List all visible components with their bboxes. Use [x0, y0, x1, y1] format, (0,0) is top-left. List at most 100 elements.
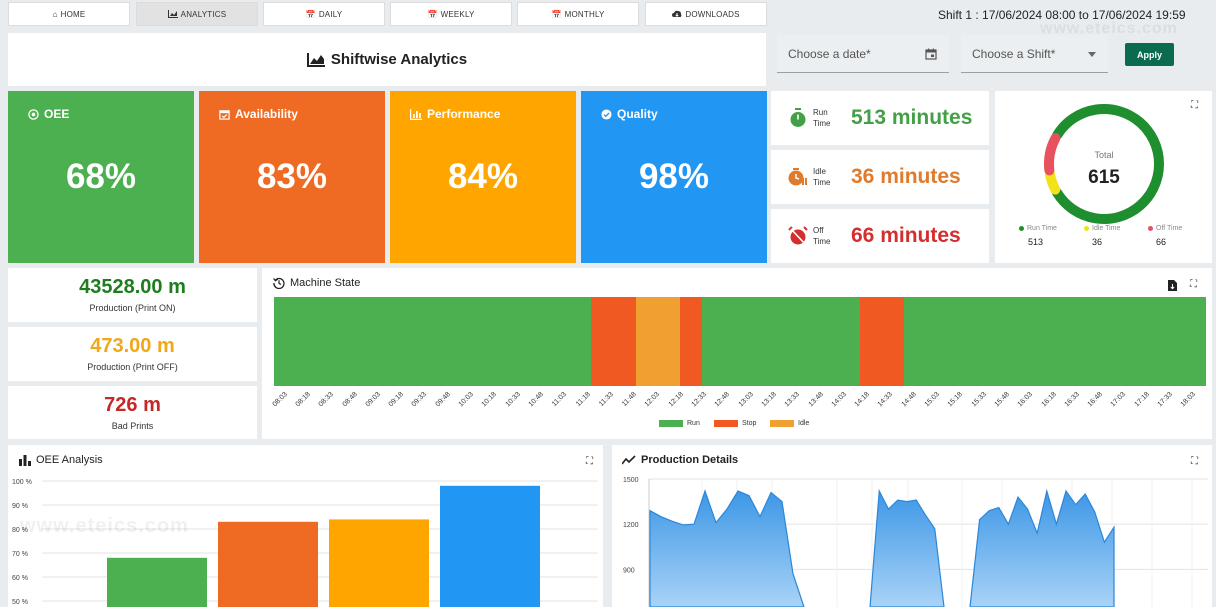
state-segment-run — [274, 297, 592, 386]
donut-total-value: 615 — [1088, 167, 1120, 188]
tab-home[interactable]: ⌂ HOME — [8, 2, 130, 26]
kpi-availability: Availability 83% — [199, 91, 385, 263]
off-time-value: 66 minutes — [851, 224, 961, 247]
donut-slice-idle-time — [1044, 169, 1061, 195]
expand-icon[interactable]: ⛶ — [1191, 456, 1198, 467]
shift-info: Shift 1 : 17/06/2024 08:00 to 17/06/2024… — [938, 8, 1186, 22]
machine-state-tick-label: 15:33 — [970, 391, 988, 409]
production-print-on-label: Production (Print ON) — [89, 303, 176, 313]
legend-off-value: 66 — [1156, 237, 1167, 247]
tab-monthly-label: MONTHLY — [564, 9, 605, 19]
machine-state-tick-label: 13:18 — [760, 391, 778, 409]
home-icon: ⌂ — [52, 9, 58, 19]
apply-button[interactable]: Apply — [1125, 43, 1174, 66]
tab-home-label: HOME — [60, 9, 86, 19]
off-time-label-2: Time — [813, 237, 831, 246]
machine-state-tick-label: 13:33 — [783, 391, 802, 409]
tab-daily[interactable]: 📅 DAILY — [263, 2, 385, 26]
legend-stop-label: Stop — [742, 420, 757, 427]
production-print-on-card: 43528.00 m Production (Print ON) — [8, 268, 257, 322]
legend-run-swatch — [1019, 226, 1024, 231]
machine-state-tick-label: 11:18 — [574, 391, 592, 408]
production-area-chart: 1500 1200 900 — [623, 477, 1208, 607]
machine-state-tick-label: 13:48 — [807, 391, 825, 409]
donut-total-label: Total — [1094, 150, 1113, 160]
kpi-quality: Quality 98% — [581, 91, 767, 263]
idle-time-label-2: Time — [813, 178, 831, 187]
machine-state-tick-label: 09:48 — [434, 391, 452, 409]
y-tick-label: 1200 — [623, 522, 639, 529]
legend-run: Run Time — [1019, 225, 1057, 232]
expand-icon[interactable]: ⛶ — [586, 456, 593, 467]
machine-state-tick-label: 17:03 — [1110, 391, 1128, 409]
calendar-icon: 📅 — [551, 9, 562, 19]
machine-state-tick-label: 14:18 — [853, 391, 872, 409]
expand-icon[interactable]: ⛶ — [1190, 279, 1197, 290]
date-input[interactable]: Choose a date* — [777, 35, 949, 73]
machine-state-tick-label: 14:48 — [900, 391, 918, 409]
machine-state-tick-label: 17:33 — [1156, 391, 1174, 409]
calendar-icon[interactable] — [925, 48, 937, 60]
legend-off: Off Time — [1148, 225, 1182, 232]
bar-chart-icon — [410, 108, 422, 120]
kpi-quality-value: 98% — [638, 157, 710, 196]
tab-weekly[interactable]: 📅 WEEKLY — [390, 2, 512, 26]
machine-state-tick-label: 10:48 — [527, 391, 545, 409]
machine-state-tick-label: 09:03 — [364, 391, 382, 409]
tab-analytics[interactable]: ANALYTICS — [136, 2, 258, 26]
y-tick-label: 80 % — [12, 527, 28, 534]
donut-slice-off-time — [1044, 133, 1061, 176]
history-icon — [273, 277, 285, 289]
machine-state-tick-label: 16:03 — [1016, 391, 1035, 409]
expand-icon[interactable]: ⛶ — [1191, 100, 1198, 111]
legend-idle: Idle Time — [1084, 225, 1120, 232]
legend-run-value: 513 — [1028, 237, 1044, 247]
page-title: Shiftwise Analytics — [330, 51, 468, 68]
tab-monthly[interactable]: 📅 MONTHLY — [517, 2, 639, 26]
run-time-card: Run Time 513 minutes — [771, 91, 989, 145]
legend-off-label: Off Time — [1156, 225, 1183, 232]
machine-state-tick-label: 16:48 — [1086, 391, 1105, 409]
y-tick-label: 1500 — [623, 477, 639, 484]
line-chart-icon — [622, 455, 636, 465]
production-print-off-label: Production (Print OFF) — [87, 362, 178, 372]
state-segment-run — [904, 297, 1206, 386]
machine-state-tick-label: 08:18 — [294, 391, 312, 409]
production-print-on-value: 43528.00 m — [79, 276, 186, 298]
kpi-performance-label: Performance — [427, 107, 501, 121]
machine-state-tick-label: 15:48 — [993, 391, 1011, 409]
file-download-icon[interactable] — [1168, 280, 1177, 291]
machine-state-panel: Machine State ⛶ 08:03 08:18 08:33 08:48 09:0… — [262, 268, 1212, 439]
oee-analysis-title: OEE Analysis — [36, 454, 103, 466]
state-segment-stop — [680, 297, 703, 386]
shift-select[interactable]: Choose a Shift* — [961, 35, 1108, 73]
production-area-series — [869, 488, 945, 607]
idle-time-label-1: Idle — [813, 167, 826, 176]
machine-state-tick-label: 11:48 — [621, 391, 639, 408]
alarm-off-icon — [788, 226, 808, 246]
legend-idle-label: Idle Time — [1092, 225, 1121, 232]
machine-state-tick-label: 11:33 — [597, 391, 615, 408]
machine-state-tick-label: 08:48 — [341, 391, 359, 409]
bar-chart-icon — [19, 455, 31, 466]
bar-availability — [218, 521, 318, 607]
tab-downloads[interactable]: DOWNLOADS — [645, 2, 767, 26]
machine-state-tick-label: 10:33 — [504, 391, 522, 409]
legend-run: Run — [659, 420, 700, 427]
production-details-title: Production Details — [641, 454, 739, 466]
idle-time-value: 36 minutes — [851, 165, 961, 188]
state-segment-idle — [635, 297, 681, 386]
legend-run-label: Run Time — [1027, 225, 1057, 232]
y-tick-label: 900 — [623, 567, 635, 574]
machine-state-tick-label: 10:18 — [480, 391, 499, 409]
kpi-oee-value: 68% — [65, 157, 137, 196]
calendar-check-icon — [219, 109, 230, 120]
tab-daily-label: DAILY — [318, 9, 343, 19]
idle-time-card: Idle Time 36 minutes — [771, 150, 989, 204]
machine-state-tick-label: 09:18 — [387, 391, 406, 409]
area-chart-icon — [167, 10, 178, 18]
machine-state-tick-label: 09:33 — [411, 391, 429, 409]
tab-analytics-label: ANALYTICS — [180, 9, 227, 19]
off-time-card: Off Time 66 minutes — [771, 209, 989, 263]
kpi-oee: OEE 68% — [8, 91, 194, 263]
